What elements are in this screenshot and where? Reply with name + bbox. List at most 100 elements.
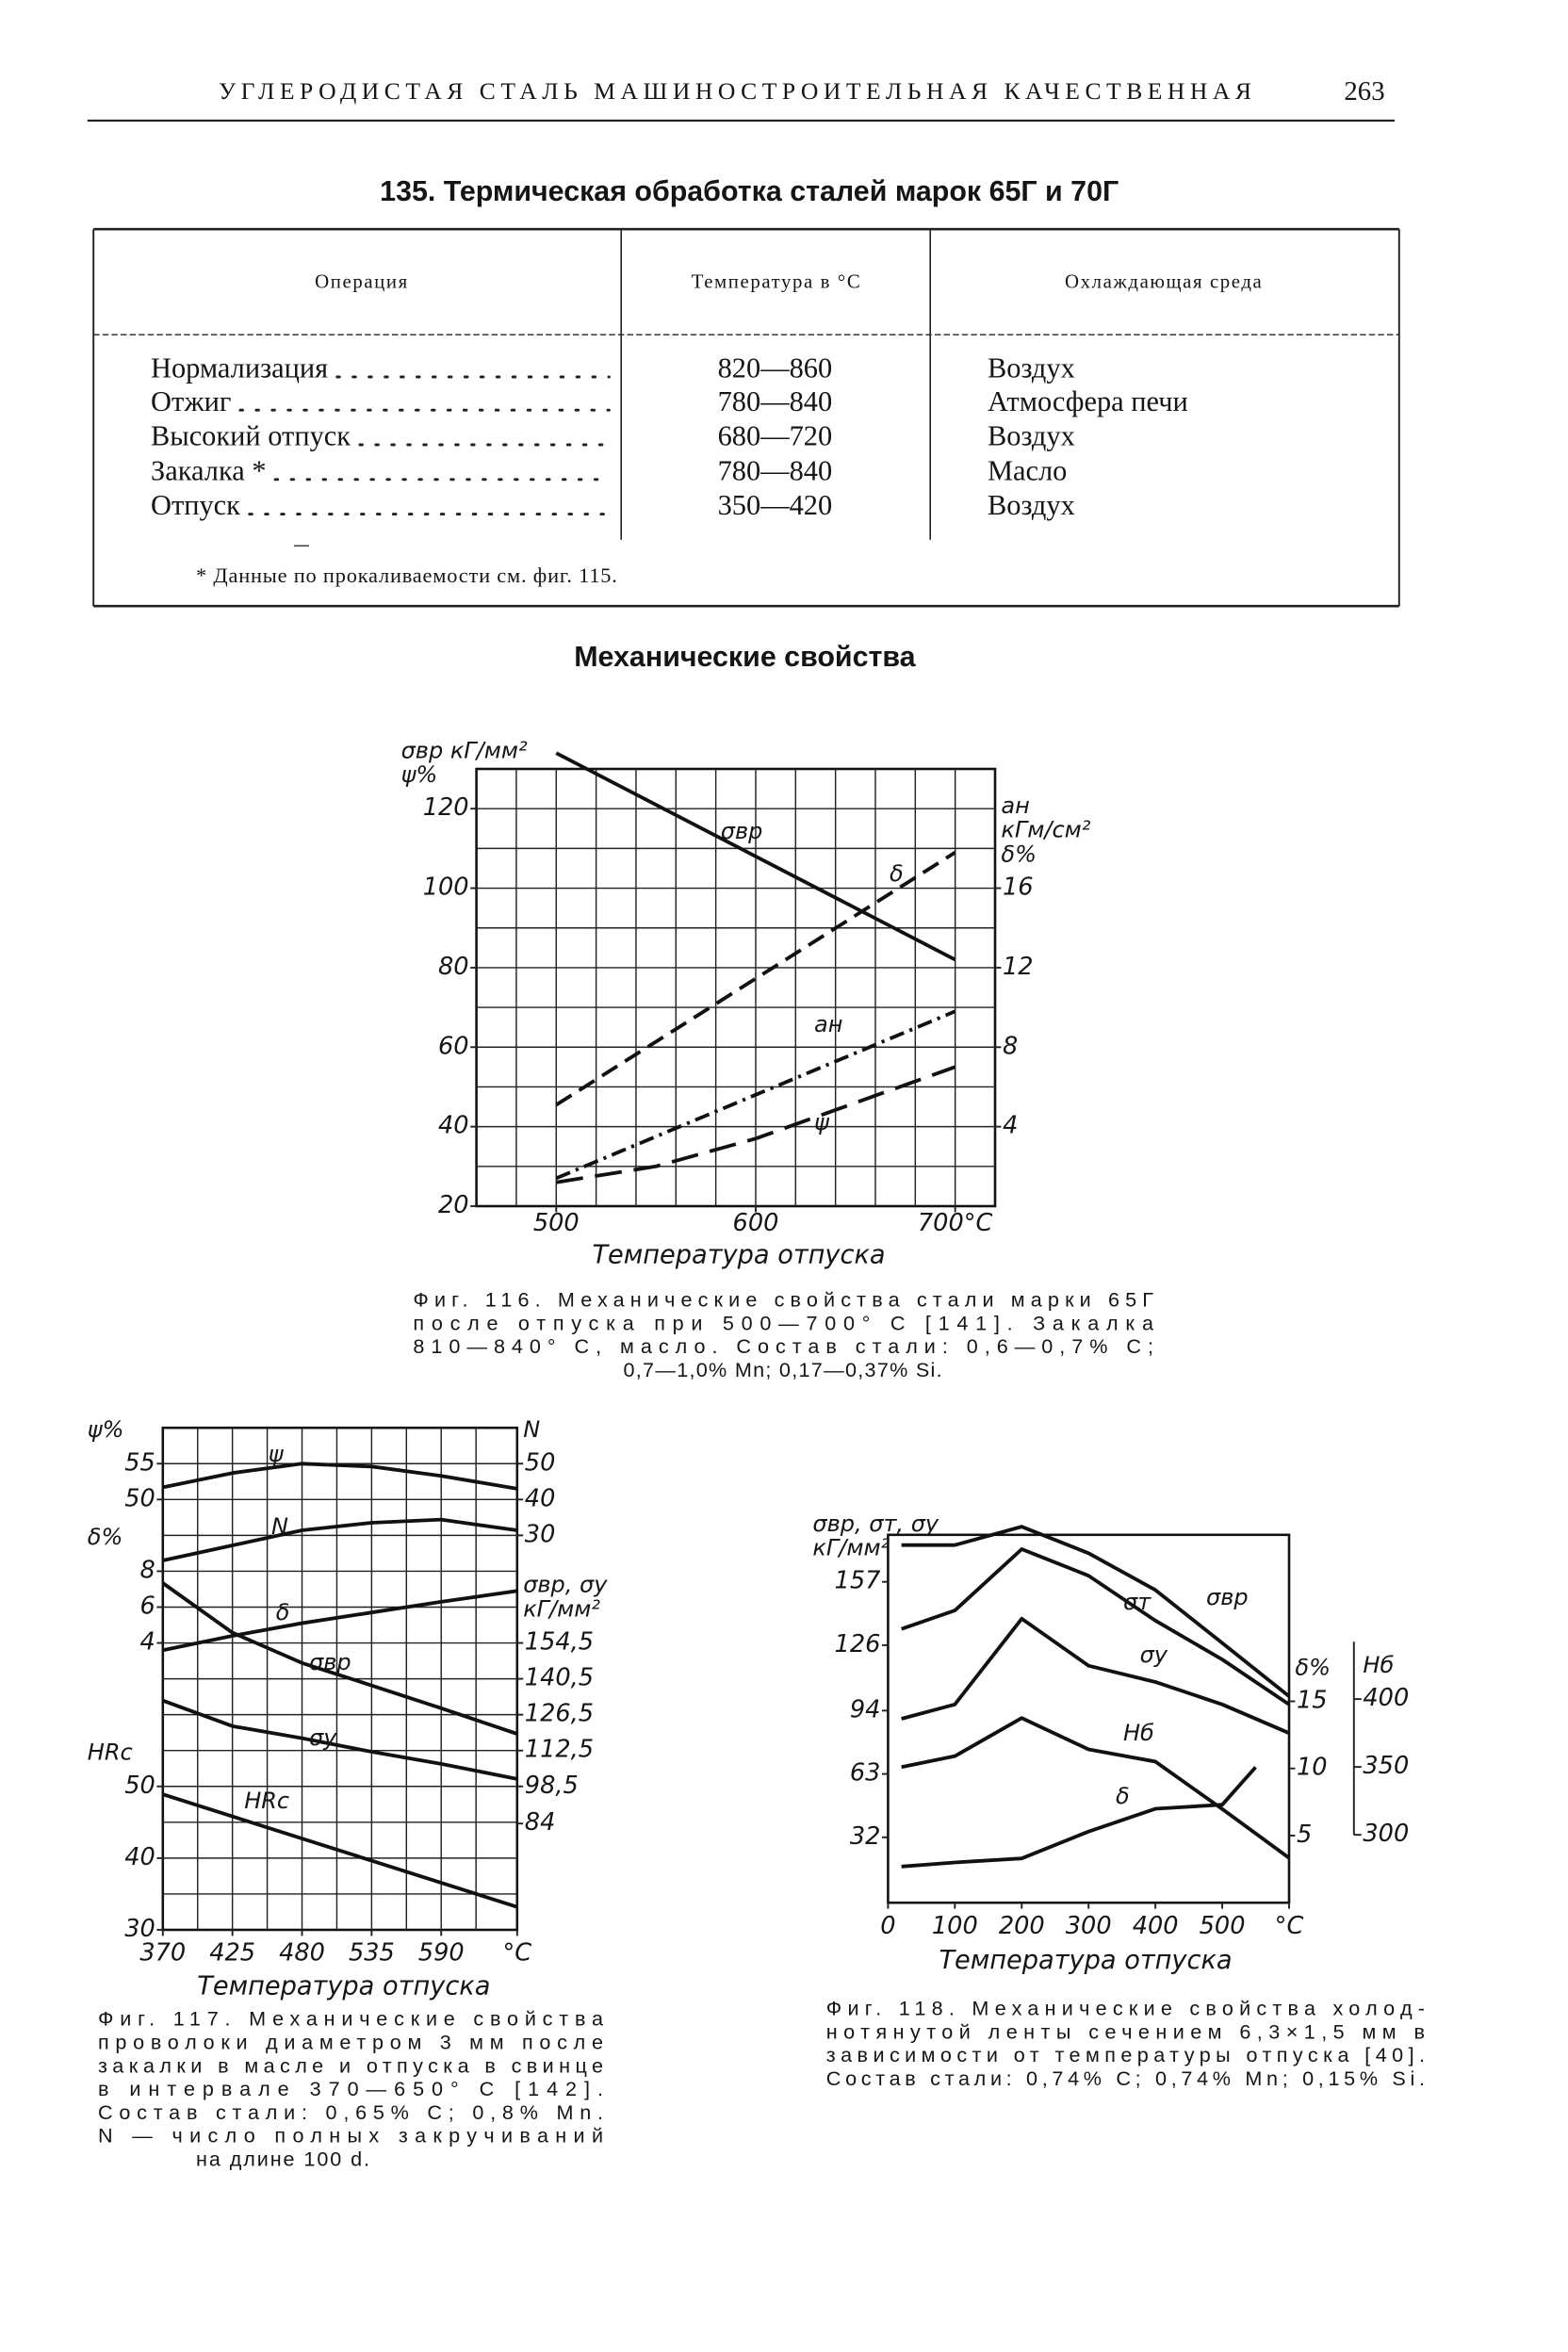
y-tick-label: 50 (124, 1772, 155, 1800)
curve (555, 1009, 956, 1181)
curve-label: HRc (244, 1788, 289, 1814)
curve-label: σт (1123, 1589, 1152, 1615)
y-tick-label: 30 (124, 1915, 155, 1943)
curve-label: ψ (814, 1109, 830, 1135)
y-tick-label: 50 (124, 1484, 155, 1512)
temperature-cell: 680—720 (718, 420, 833, 452)
column-header: Температура в °С (692, 271, 862, 293)
y-tick-label: 40 (438, 1112, 469, 1140)
column-header: Охлаждающая среда (1065, 271, 1263, 293)
x-tick-label: 535 (349, 1939, 395, 1968)
figure-caption: в интервале 370—650° С [142]. (98, 2077, 603, 2100)
y-tick-label: 94 (850, 1695, 881, 1723)
axis-label: кГ/мм² (523, 1595, 600, 1622)
y2-tick-label: 4 (1003, 1112, 1018, 1140)
y3-tick-label: 400 (1363, 1684, 1409, 1712)
curve-label: σу (1140, 1642, 1168, 1668)
running-title: УГЛЕРОДИСТАЯ СТАЛЬ МАШИНОСТРОИТЕЛЬНАЯ КА… (219, 77, 1251, 105)
y2-tick-label: 112,5 (525, 1736, 594, 1764)
axis-label: σвр, σу (523, 1572, 608, 1598)
y2-tick-label: 15 (1297, 1686, 1328, 1714)
curve (901, 1716, 1291, 1860)
y2-tick-label: 12 (1003, 953, 1034, 981)
x-tick-label: 600 (733, 1209, 779, 1237)
curve-label: σвр (1206, 1584, 1249, 1610)
axis-label: Hб (1363, 1652, 1394, 1678)
x-tick-label: 425 (209, 1939, 255, 1968)
y-tick-label: 60 (438, 1032, 469, 1060)
x-axis-label: Температура отпуска (197, 1971, 490, 2001)
curve-label: N (271, 1513, 288, 1540)
x-tick-label: 300 (1066, 1912, 1112, 1940)
plot-frame (475, 767, 997, 1208)
temperature-cell: 820—860 (718, 352, 833, 384)
temperature-cell: 780—840 (718, 454, 833, 486)
figure-caption: нотянутой ленты сечением 6,3×1,5 мм в (826, 2019, 1425, 2043)
curve-label: Hб (1123, 1720, 1154, 1746)
figure-caption: проволоки диаметром 3 мм после (98, 2031, 603, 2054)
y2-tick-label: 98,5 (525, 1772, 579, 1800)
medium-cell: Масло (988, 454, 1067, 486)
axis-label: δ% (1295, 1654, 1331, 1680)
x-tick-label: 700°C (918, 1209, 993, 1237)
figure-caption: N — число полных закручиваний (98, 2124, 603, 2148)
curve-label: δ (890, 860, 904, 887)
y-tick-label: 80 (438, 953, 469, 981)
operation-cell: Закалка * (151, 454, 267, 486)
curve-label: δ (1116, 1783, 1130, 1809)
axis-label: δ% (1001, 841, 1037, 867)
figure-caption: Фиг. 118. Механические свойства холод- (826, 1997, 1425, 2020)
axis-label: δ% (88, 1524, 123, 1550)
curve (555, 1065, 956, 1184)
y2-tick-label: 16 (1003, 874, 1034, 902)
axis-label: кГ/мм² (812, 1534, 890, 1560)
figure-caption: закалки в масле и отпуска в свинце (98, 2053, 603, 2077)
y2-tick-label: 84 (525, 1808, 556, 1837)
y-tick-label: 100 (423, 874, 469, 902)
axis-label: ψ% (401, 761, 438, 788)
x-tick-label: 500 (533, 1209, 580, 1237)
y2-tick-label: 140,5 (525, 1664, 594, 1692)
figure-caption: Состав стали: 0,65% С; 0,8% Mn. (98, 2100, 603, 2124)
medium-cell: Воздух (988, 352, 1075, 384)
curve (161, 1581, 518, 1736)
x-axis-label: Температура отпуска (939, 1946, 1232, 1975)
y-tick-label: 126 (835, 1630, 881, 1658)
medium-cell: Атмосфера печи (988, 385, 1188, 417)
x-axis-label: Температура отпуска (592, 1240, 885, 1269)
curve (162, 1589, 518, 1653)
y-tick-label: 55 (124, 1448, 155, 1477)
curve-label: σвр (309, 1649, 351, 1675)
y2-tick-label: 8 (1003, 1032, 1018, 1060)
curve (901, 1766, 1257, 1869)
figure-caption: зависимости от температуры отпуска [40]. (826, 2043, 1425, 2066)
y-tick-label: 8 (140, 1556, 155, 1584)
y2-tick-label: 5 (1297, 1821, 1312, 1849)
curve (162, 1698, 518, 1781)
y-tick-label: 20 (438, 1191, 469, 1219)
curve (555, 751, 956, 962)
x-tick-label: °C (502, 1939, 531, 1968)
curve (162, 1517, 518, 1562)
medium-cell: Воздух (988, 420, 1075, 452)
temperature-cell: 350—420 (718, 489, 833, 521)
temperature-cell: 780—840 (718, 385, 833, 417)
x-tick-label: 590 (418, 1939, 465, 1968)
x-tick-label: °C (1275, 1912, 1304, 1940)
y2-tick-label: 126,5 (525, 1700, 594, 1728)
x-tick-label: 500 (1200, 1912, 1246, 1940)
page-number: 263 (1344, 76, 1384, 106)
operation-cell: Нормализация (151, 352, 328, 384)
curve-label: σу (309, 1724, 337, 1751)
y2-tick-label: 10 (1297, 1754, 1328, 1782)
axis-label: ψ% (88, 1416, 124, 1443)
y2-tick-label: 30 (525, 1520, 556, 1548)
y2-tick-label: 40 (525, 1484, 556, 1512)
axis-label: кГм/см² (1001, 817, 1090, 843)
operation-cell: Отжиг (151, 385, 231, 417)
curve (162, 1462, 518, 1491)
curve (162, 1792, 518, 1909)
x-tick-label: 480 (279, 1939, 325, 1968)
